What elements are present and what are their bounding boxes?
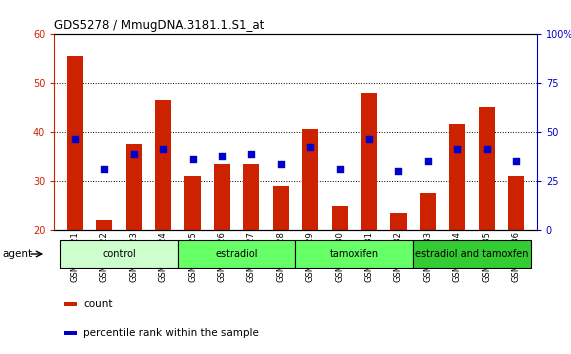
- Point: [364, 136, 373, 142]
- Point: [394, 168, 403, 174]
- Text: control: control: [102, 249, 136, 259]
- Text: GDS5278 / MmugDNA.3181.1.S1_at: GDS5278 / MmugDNA.3181.1.S1_at: [54, 19, 264, 33]
- Bar: [391, 213, 407, 230]
- Point: [453, 146, 462, 152]
- Bar: [64, 331, 77, 335]
- Point: [159, 146, 168, 152]
- Point: [276, 161, 286, 167]
- Text: agent: agent: [3, 249, 33, 259]
- Point: [70, 136, 79, 142]
- Bar: [273, 186, 289, 230]
- Bar: [478, 107, 495, 230]
- Bar: [420, 193, 436, 230]
- FancyBboxPatch shape: [60, 240, 178, 268]
- Bar: [508, 176, 524, 230]
- FancyBboxPatch shape: [296, 240, 413, 268]
- Bar: [67, 56, 83, 230]
- Bar: [449, 125, 465, 230]
- Point: [335, 166, 344, 172]
- Text: estradiol: estradiol: [215, 249, 258, 259]
- Text: estradiol and tamoxfen: estradiol and tamoxfen: [415, 249, 529, 259]
- Bar: [126, 144, 142, 230]
- Text: tamoxifen: tamoxifen: [330, 249, 379, 259]
- Bar: [214, 164, 230, 230]
- Bar: [184, 176, 200, 230]
- Bar: [332, 206, 348, 230]
- Point: [423, 159, 432, 164]
- Point: [218, 154, 227, 159]
- Bar: [96, 220, 112, 230]
- Point: [100, 166, 109, 172]
- Bar: [243, 164, 259, 230]
- Bar: [302, 130, 318, 230]
- Bar: [361, 92, 377, 230]
- Point: [512, 159, 521, 164]
- Point: [247, 151, 256, 157]
- Text: percentile rank within the sample: percentile rank within the sample: [83, 328, 259, 338]
- FancyBboxPatch shape: [413, 240, 531, 268]
- FancyBboxPatch shape: [178, 240, 296, 268]
- Point: [305, 144, 315, 149]
- Point: [482, 146, 491, 152]
- Bar: [155, 100, 171, 230]
- Text: count: count: [83, 299, 112, 309]
- Point: [188, 156, 197, 162]
- Bar: [64, 302, 77, 306]
- Point: [129, 151, 138, 157]
